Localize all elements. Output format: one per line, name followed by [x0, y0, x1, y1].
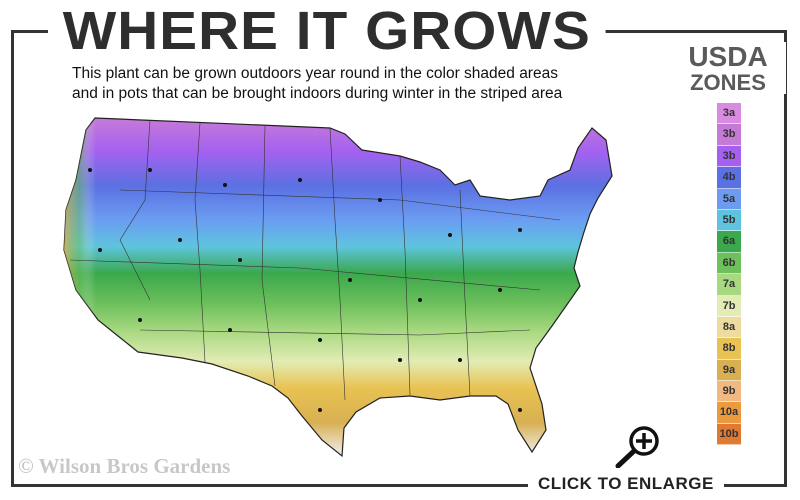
subtitle-line-2: and in pots that can be brought indoors …	[72, 85, 563, 102]
legend-zone-3b: 3b	[717, 145, 741, 168]
legend-zone-10a: 10a	[717, 402, 741, 424]
legend-zone-5b: 5b	[717, 209, 741, 232]
legend-zone-4b: 4b	[717, 167, 741, 189]
west-coast-shading	[64, 118, 170, 356]
legend-zone-3a: 3a	[717, 103, 741, 125]
legend-zone-10b: 10b	[717, 423, 741, 446]
legend-zone-9a: 9a	[717, 359, 741, 382]
legend-zone-7b: 7b	[717, 295, 741, 317]
zone-legend: 3a 3b 3b 4b 5a 5b 6a 6b 7a 7b 8a 8b 9a 9b 10a 10b	[717, 103, 741, 446]
page-title: WHERE IT GROWS	[48, 0, 606, 62]
us-outline	[63, 117, 613, 458]
subtitle-line-1: This plant can be grown outdoors year ro…	[72, 65, 558, 82]
legend-zone-9b: 9b	[717, 381, 741, 403]
legend-zone-7a: 7a	[717, 274, 741, 296]
click-to-enlarge-button[interactable]: CLICK TO ENLARGE	[528, 474, 724, 494]
magnifier-plus-icon[interactable]	[610, 424, 666, 468]
legend-zone-6b: 6b	[717, 252, 741, 275]
legend-zone-3b: 3b	[717, 124, 741, 146]
legend-title-usda: USDA	[688, 41, 768, 72]
legend-title-zones: ZONES	[690, 70, 766, 95]
legend-zone-5a: 5a	[717, 188, 741, 210]
subtitle: This plant can be grown outdoors year ro…	[72, 64, 562, 104]
state-borders	[69, 119, 561, 401]
legend-zone-6a: 6a	[717, 231, 741, 253]
copyright-watermark: © Wilson Bros Gardens	[18, 454, 231, 478]
city-markers	[88, 168, 522, 412]
legend-zone-8a: 8a	[717, 316, 741, 339]
legend-title: USDA ZONES	[670, 42, 786, 94]
legend-zone-8b: 8b	[717, 338, 741, 360]
